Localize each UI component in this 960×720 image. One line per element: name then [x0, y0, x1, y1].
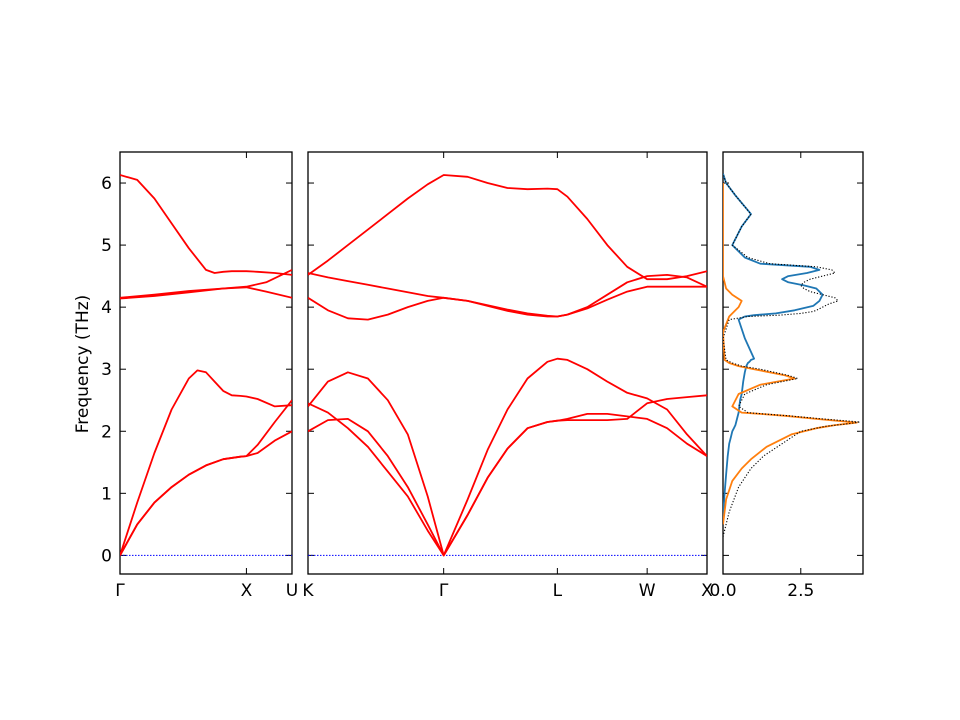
x-tick-label: U [286, 581, 298, 601]
phonon-branch-1 [120, 269, 292, 299]
y-tick-label: 0 [101, 546, 112, 566]
y-tick-label: 3 [101, 360, 112, 380]
plot-area [723, 173, 861, 537]
axes-frame [307, 151, 708, 575]
x-tick-label: X [701, 581, 713, 601]
phonon-branch-5 [120, 399, 292, 556]
y-tick-label: 1 [101, 484, 112, 504]
y-tick-label: 6 [101, 174, 112, 194]
x-tick-label: 2.5 [787, 581, 814, 601]
y-tick-label: 4 [101, 298, 112, 318]
y-tick-label: 5 [101, 236, 112, 256]
x-tick-label: L [553, 581, 563, 601]
phonon-branch-2 [308, 285, 707, 321]
axes-frame [119, 151, 293, 575]
x-tick-label: X [241, 581, 253, 601]
dos-curve-1 [723, 183, 858, 525]
phonon-branch-1 [308, 272, 707, 318]
band-panel-gamma-x-u: 0 1 2 3 4 5 6 Γ X U [101, 151, 298, 601]
phonon-branch-0 [120, 174, 292, 276]
y-axis-label: Frequency (THz) [73, 295, 93, 434]
phonon-branch-3 [308, 357, 707, 557]
axes-frame [722, 151, 864, 575]
phonon-branch-5 [308, 412, 707, 557]
y-tick-label: 2 [101, 422, 112, 442]
phonon-branch-0 [308, 174, 707, 281]
x-tick-label: Γ [115, 581, 125, 601]
x-tick-label: Γ [439, 581, 449, 601]
x-tick-label: K [302, 581, 314, 601]
phonon-branch-4 [120, 430, 292, 556]
dos-panel: 0.0 2.5 [709, 151, 864, 601]
phonon-branch-2 [120, 286, 292, 300]
dos-curve-0 [723, 173, 824, 519]
plot-area [308, 174, 707, 557]
dos-curve-2 [723, 173, 861, 537]
phonon-branch-4 [308, 371, 707, 557]
x-tick-label: W [639, 581, 656, 601]
x-tick-label: 0.0 [709, 581, 736, 601]
phonon-branch-3 [120, 369, 292, 556]
plot-area [120, 174, 292, 556]
